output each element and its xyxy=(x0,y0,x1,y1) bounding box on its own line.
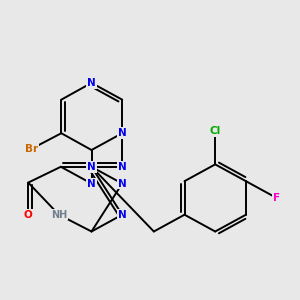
Text: O: O xyxy=(24,210,33,220)
Text: N: N xyxy=(118,210,127,220)
Text: N: N xyxy=(118,178,127,189)
Text: F: F xyxy=(273,193,280,203)
Text: N: N xyxy=(118,128,127,138)
Text: Cl: Cl xyxy=(210,126,221,136)
Text: N: N xyxy=(87,78,96,88)
Text: N: N xyxy=(87,178,96,189)
Text: N: N xyxy=(118,162,127,172)
Text: NH: NH xyxy=(51,210,67,220)
Text: N: N xyxy=(87,162,96,172)
Text: Br: Br xyxy=(25,144,38,154)
